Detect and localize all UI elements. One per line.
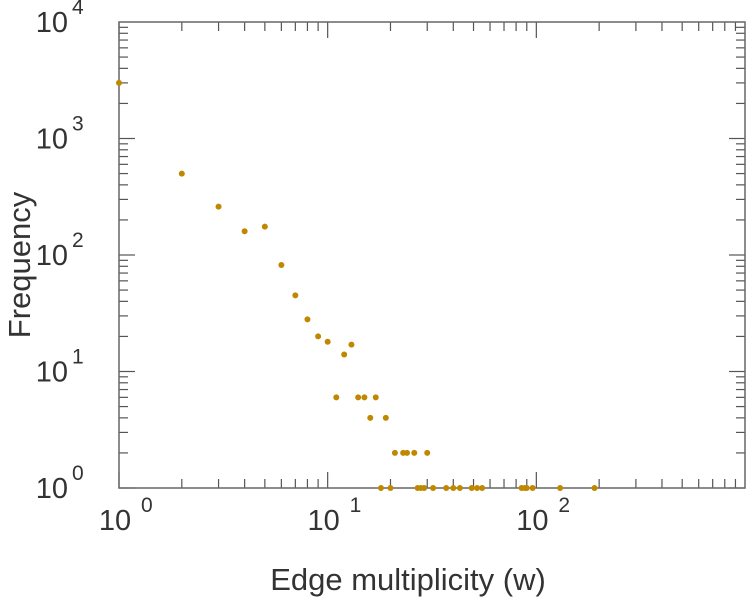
data-point [372, 394, 379, 401]
x-tick-label-exponent: 0 [141, 494, 153, 517]
y-axis-label: Frequency [2, 191, 37, 338]
data-point [377, 485, 384, 491]
data-point [333, 394, 340, 401]
data-point [261, 223, 268, 230]
data-point [591, 485, 598, 491]
data-point [215, 203, 222, 210]
data-point [315, 333, 322, 340]
data-point [557, 485, 564, 491]
x-tick-label-exponent: 1 [350, 494, 362, 517]
x-tick-label: 10 [516, 505, 548, 537]
y-tick-label-exponent: 3 [72, 113, 84, 136]
data-point [523, 485, 530, 491]
y-tick-label: 10 [36, 124, 68, 156]
y-tick-label: 10 [36, 357, 68, 389]
data-point [382, 414, 389, 421]
data-point [450, 485, 457, 491]
y-tick-label-exponent: 2 [72, 229, 84, 252]
plot-frame [118, 21, 746, 489]
data-point [421, 485, 428, 491]
data-point [391, 449, 398, 456]
data-point [411, 449, 418, 456]
data-point [361, 394, 368, 401]
data-point [424, 449, 431, 456]
data-point [241, 228, 248, 235]
y-tick-label-exponent: 0 [72, 462, 84, 485]
data-point [278, 262, 285, 269]
data-points [116, 79, 598, 491]
x-tick-label-exponent: 2 [558, 494, 570, 517]
data-point [456, 485, 463, 491]
data-point [479, 485, 486, 491]
data-point [474, 485, 481, 491]
data-point [324, 338, 331, 345]
data-point [443, 485, 450, 491]
x-tick-label: 10 [308, 505, 340, 537]
y-tick-label: 10 [36, 473, 68, 505]
data-point [430, 485, 437, 491]
data-point [116, 79, 122, 86]
axis-ticks [118, 22, 745, 489]
data-point [341, 351, 348, 358]
y-tick-label: 10 [36, 240, 68, 272]
data-point [178, 170, 185, 177]
x-tick-labels: 10 0 10 1 10 2 [99, 494, 570, 537]
data-point [387, 485, 394, 491]
data-point [529, 485, 536, 491]
x-axis-label: Edge multiplicity (w) [270, 562, 546, 597]
x-tick-label: 10 [99, 505, 131, 537]
y-tick-label-exponent: 4 [72, 0, 84, 19]
data-point [468, 485, 475, 491]
y-tick-label-exponent: 1 [72, 346, 84, 369]
data-point [367, 414, 374, 421]
data-point [292, 292, 299, 299]
y-tick-label: 10 [36, 7, 68, 39]
data-point [404, 449, 411, 456]
data-point [355, 394, 362, 401]
data-point [348, 341, 355, 348]
data-point [304, 316, 311, 323]
